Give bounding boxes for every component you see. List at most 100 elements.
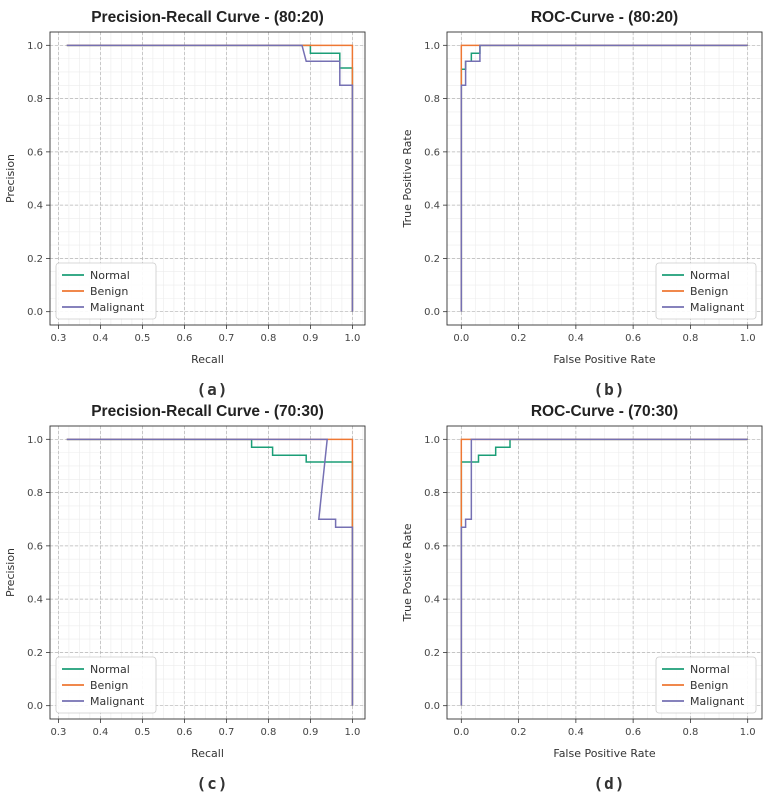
legend-box: [55, 656, 157, 714]
y-tick-label: 0.4: [424, 201, 440, 212]
chart-panel-1: 0.3 0.4 0.5 0.6 0.7 0.8 0.9 1.0 0.0 0.2 0.4 0.6 0.8 1…: [4, 9, 366, 399]
chart-title: Precision-Recall Curve - (70:30): [91, 403, 324, 420]
x-tick-label: 0.9: [302, 333, 318, 344]
legend-label-malignant: Malignant: [90, 695, 145, 708]
x-tick-label: 0.9: [302, 727, 318, 738]
x-axis-label: Recall: [191, 353, 224, 366]
legend-label-benign: Benign: [690, 285, 728, 298]
series-group: [460, 438, 748, 706]
legend: Normal Benign Malignant: [655, 262, 757, 320]
x-axis-label: False Positive Rate: [553, 747, 655, 760]
x-tick-label: 0.8: [260, 727, 276, 738]
x-tick-label: 0.3: [50, 727, 66, 738]
legend-label-normal: Normal: [90, 269, 130, 282]
y-tick-label: 0.0: [424, 701, 440, 712]
y-tick-label: 1.0: [424, 435, 440, 446]
y-tick-label: 0.8: [27, 94, 43, 105]
series-line-normal: [66, 438, 354, 706]
series-line-malignant: [66, 438, 354, 706]
legend-label-malignant: Malignant: [90, 301, 145, 314]
y-tick-label: 0.6: [27, 147, 43, 158]
series-group: [460, 44, 748, 312]
x-tick-label: 0.6: [625, 333, 641, 344]
y-tick-label: 0.4: [424, 595, 440, 606]
y-tick-label: 0.6: [424, 541, 440, 552]
y-axis-label: True Positive Rate: [401, 523, 414, 622]
subfigure-caption: (b): [594, 380, 626, 399]
y-tick-label: 1.0: [27, 41, 43, 52]
x-tick-label: 0.8: [682, 727, 698, 738]
x-tick-label: 1.0: [740, 727, 756, 738]
x-tick-label: 0.5: [134, 333, 150, 344]
y-tick-label: 0.0: [424, 307, 440, 318]
y-tick-label: 0.6: [424, 147, 440, 158]
grid: [50, 425, 365, 719]
series-line-malignant: [460, 438, 748, 706]
legend-label-benign: Benign: [90, 679, 128, 692]
y-tick-label: 1.0: [424, 41, 440, 52]
x-tick-label: 0.7: [218, 333, 234, 344]
x-axis-label: False Positive Rate: [553, 353, 655, 366]
x-axis-label: Recall: [191, 747, 224, 760]
legend: Normal Benign Malignant: [55, 262, 157, 320]
axes-frame: [49, 425, 366, 720]
axes-frame: [446, 31, 763, 326]
legend-box: [655, 656, 757, 714]
subfigure-caption: (a): [197, 380, 229, 399]
legend-box: [655, 262, 757, 320]
y-tick-label: 0.4: [27, 201, 43, 212]
series-line-normal: [460, 438, 748, 706]
chart-panel-3: 0.3 0.4 0.5 0.6 0.7 0.8 0.9 1.0 0.0 0.2 0.4 0.6 0.8 1…: [4, 403, 366, 793]
subfigure-caption: (c): [197, 774, 229, 793]
x-tick-label: 1.0: [740, 333, 756, 344]
legend-label-normal: Normal: [690, 269, 730, 282]
y-tick-label: 0.0: [27, 701, 43, 712]
series-line-malignant: [66, 44, 354, 312]
x-tick-label: 1.0: [344, 727, 360, 738]
y-axis-label: Precision: [4, 154, 17, 203]
x-tick-label: 0.4: [568, 727, 584, 738]
grid: [447, 425, 763, 719]
legend: Normal Benign Malignant: [55, 656, 157, 714]
axes-frame: [446, 425, 763, 720]
y-tick-label: 0.8: [424, 488, 440, 499]
axes-frame: [49, 31, 366, 326]
x-tick-label: 0.7: [218, 727, 234, 738]
x-tick-label: 0.8: [682, 333, 698, 344]
x-tick-label: 0.2: [511, 727, 527, 738]
subfigure-caption: (d): [594, 774, 626, 793]
x-tick-label: 0.4: [92, 727, 108, 738]
y-tick-label: 0.8: [27, 488, 43, 499]
x-tick-label: 0.0: [453, 727, 469, 738]
x-tick-label: 0.3: [50, 333, 66, 344]
y-tick-label: 0.4: [27, 595, 43, 606]
y-tick-label: 0.2: [27, 254, 43, 265]
series-group: [66, 438, 354, 706]
legend-label-normal: Normal: [90, 663, 130, 676]
x-tick-label: 0.6: [625, 727, 641, 738]
series-line-malignant: [460, 44, 748, 312]
y-tick-label: 1.0: [27, 435, 43, 446]
legend-box: [55, 262, 157, 320]
chart-title: ROC-Curve - (80:20): [531, 9, 678, 26]
legend-label-malignant: Malignant: [690, 695, 745, 708]
x-tick-label: 0.6: [176, 727, 192, 738]
chart-panel-4: 0.0 0.2 0.4 0.6 0.8 1.0 0.0 0.2 0.4 0.6 0.8 1.0 ROC-…: [401, 403, 763, 793]
x-tick-label: 0.0: [453, 333, 469, 344]
x-tick-label: 1.0: [344, 333, 360, 344]
y-tick-label: 0.2: [424, 648, 440, 659]
x-tick-label: 0.4: [568, 333, 584, 344]
chart-panel-2: 0.0 0.2 0.4 0.6 0.8 1.0 0.0 0.2 0.4 0.6 0.8 1.0 ROC-…: [401, 9, 763, 399]
x-tick-label: 0.6: [176, 333, 192, 344]
y-axis-label: True Positive Rate: [401, 129, 414, 228]
x-tick-label: 0.5: [134, 727, 150, 738]
y-tick-label: 0.0: [27, 307, 43, 318]
x-tick-label: 0.8: [260, 333, 276, 344]
legend: Normal Benign Malignant: [655, 656, 757, 714]
legend-label-benign: Benign: [690, 679, 728, 692]
y-tick-label: 0.2: [424, 254, 440, 265]
y-tick-label: 0.8: [424, 94, 440, 105]
series-group: [66, 44, 354, 312]
x-tick-label: 0.2: [511, 333, 527, 344]
